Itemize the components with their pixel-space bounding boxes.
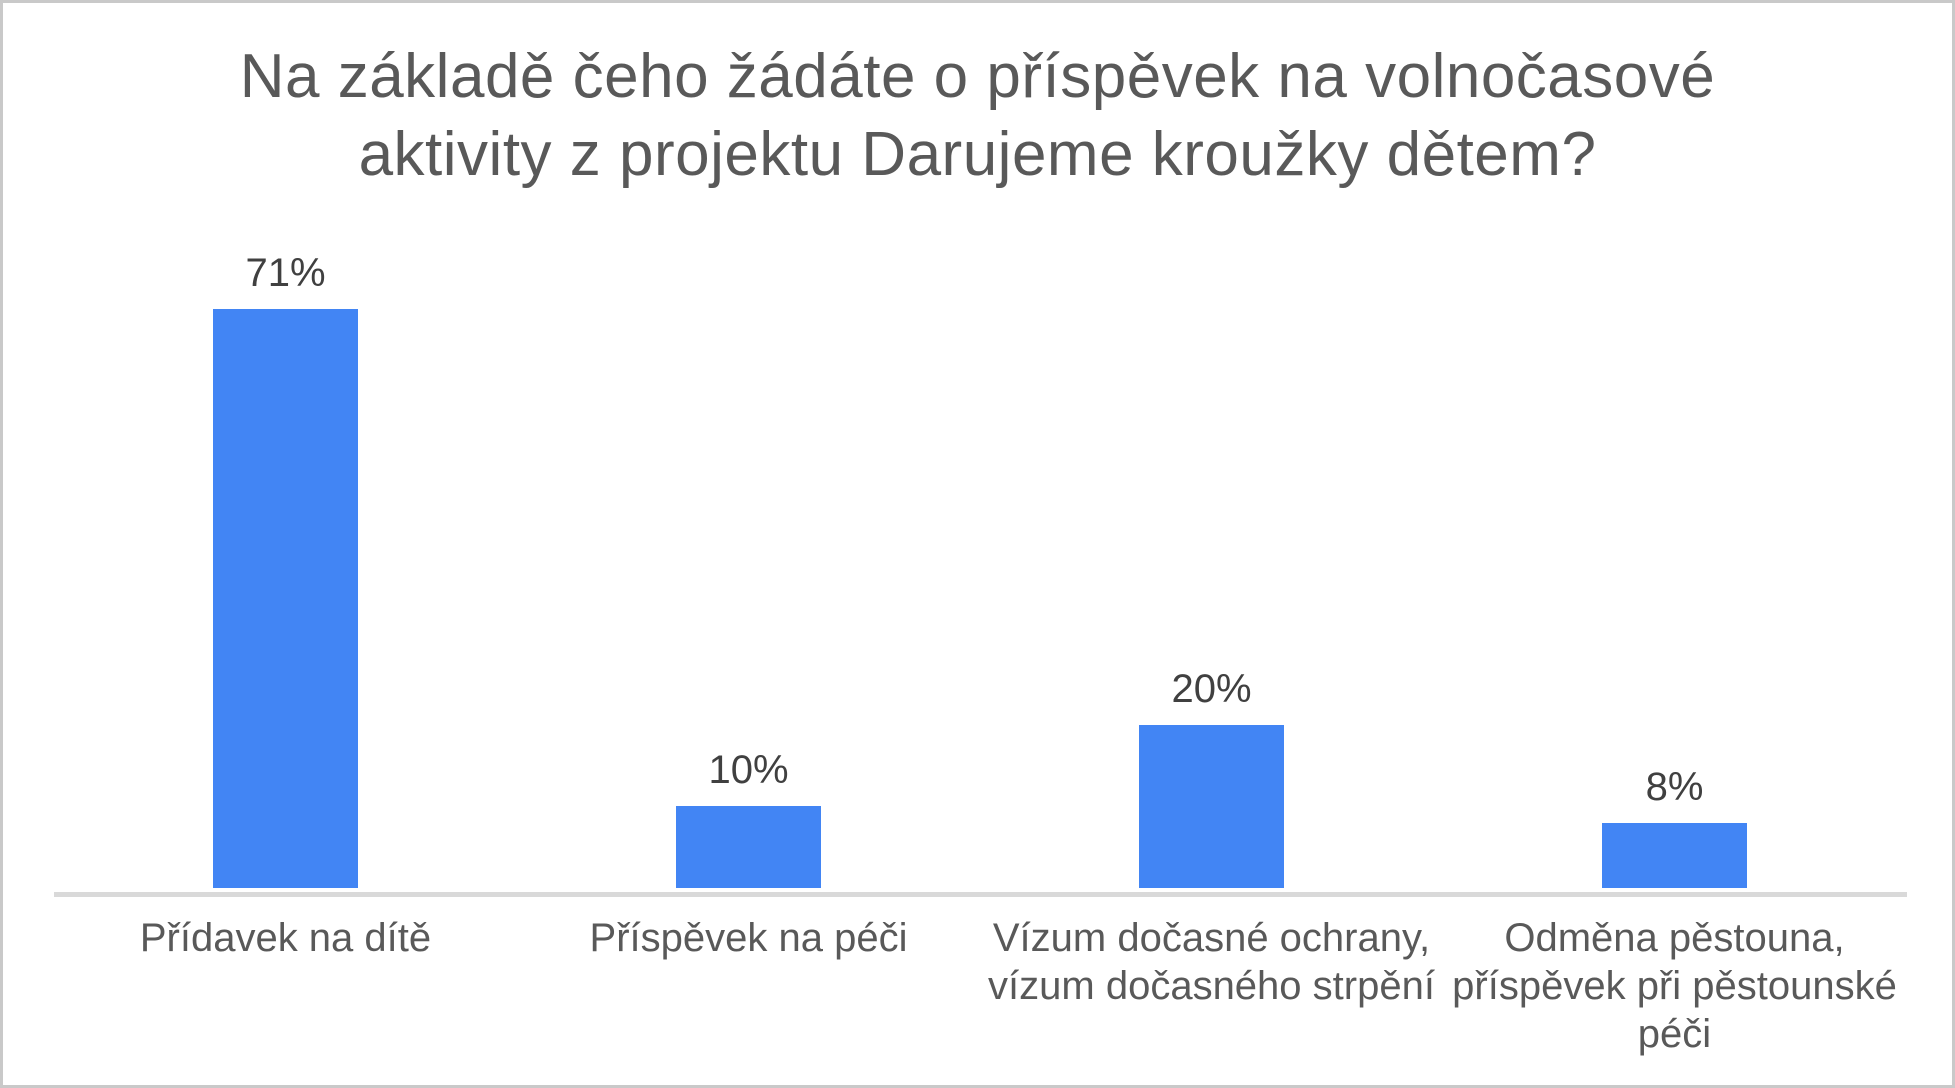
category-label-1: Přídavek na dítě <box>51 914 521 962</box>
category-label-3: Vízum dočasné ochrany, vízum dočasného st… <box>977 914 1447 1010</box>
category-label-1-line-1: Přídavek na dítě <box>139 916 432 960</box>
category-label-3-line-1: Vízum dočasné ochrany, <box>992 916 1431 960</box>
x-axis-line <box>54 892 1907 897</box>
category-label-4-line-3: péči <box>1637 1012 1712 1056</box>
bar-value-label-2: 10% <box>708 748 789 792</box>
category-label-4-line-1: Odměna pěstouna, <box>1504 916 1845 960</box>
chart-title-line-2: aktivity z projektu Darujeme kroužky dět… <box>358 120 1597 189</box>
category-label-3-line-2: vízum dočasného strpění <box>988 964 1435 1008</box>
bar-4 <box>1602 823 1747 888</box>
category-label-2: Příspěvek na péči <box>514 914 984 962</box>
category-label-4-line-2: příspěvek při pěstounské <box>1452 964 1897 1008</box>
chart-title: Na základě čeho žádáte o příspěvek na vo… <box>3 38 1952 194</box>
category-label-4: Odměna pěstouna, příspěvek při pěstounské… <box>1440 914 1910 1058</box>
chart-title-line-1: Na základě čeho žádáte o příspěvek na vo… <box>239 42 1716 111</box>
bar-value-label-3: 20% <box>1171 667 1252 711</box>
bar-2 <box>676 806 821 888</box>
bar-1 <box>213 309 358 888</box>
category-label-2-line-1: Příspěvek na péči <box>589 916 908 960</box>
bar-3 <box>1139 725 1284 888</box>
bar-value-label-4: 8% <box>1645 765 1704 809</box>
bar-value-label-1: 71% <box>245 251 326 295</box>
